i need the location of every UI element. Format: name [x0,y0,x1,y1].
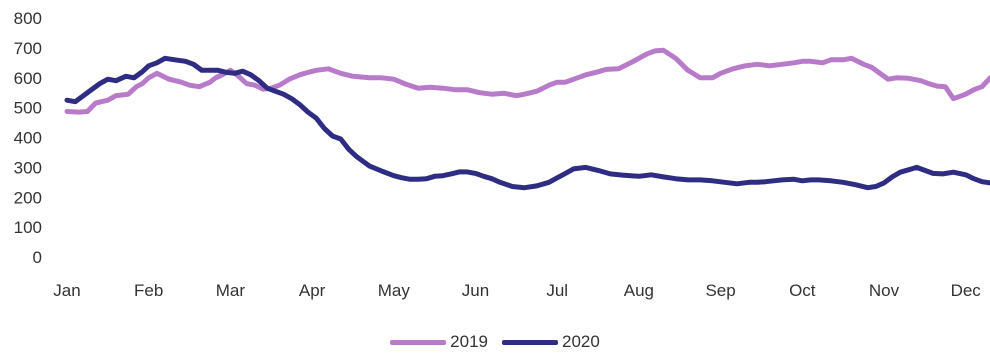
series-line-2019 [64,47,990,115]
series-line-2020 [64,55,990,191]
y-tick-label: 700 [14,39,42,58]
x-tick-label: Aug [624,281,654,300]
x-tick-label: Dec [951,281,982,300]
legend-item-2020: 2020 [502,332,600,352]
y-tick-label: 200 [14,188,42,207]
legend-swatch-2020 [502,339,558,345]
x-tick-label: May [378,281,411,300]
x-tick-label: Mar [216,281,246,300]
y-tick-label: 300 [14,158,42,177]
line-chart: 0 100 200 300 400 500 600 700 800 Jan Feb Mar Apr May… [14,9,990,300]
chart-legend: 2019 2020 [0,332,990,352]
y-tick-label: 100 [14,218,42,237]
y-tick-label: 800 [14,9,42,28]
x-tick-label: Oct [789,281,816,300]
legend-swatch-2019 [390,339,447,345]
legend-item-2019: 2019 [390,332,488,352]
x-tick-label: Apr [299,281,326,300]
x-tick-label: Jan [53,281,80,300]
x-tick-label: Sep [705,281,735,300]
x-tick-label: Jul [546,281,568,300]
y-tick-label: 500 [14,99,42,118]
legend-label-2020: 2020 [562,332,600,351]
y-tick-label: 400 [14,129,42,148]
x-tick-label: Feb [134,281,163,300]
y-tick-label: 0 [33,248,42,267]
x-axis: Jan Feb Mar Apr May Jun Jul Aug Sep Oct Nov Dec [53,281,981,300]
x-tick-label: Nov [869,281,900,300]
y-tick-label: 600 [14,69,42,88]
y-axis: 0 100 200 300 400 500 600 700 800 [14,9,42,267]
legend-label-2019: 2019 [450,332,488,351]
x-tick-label: Jun [462,281,489,300]
